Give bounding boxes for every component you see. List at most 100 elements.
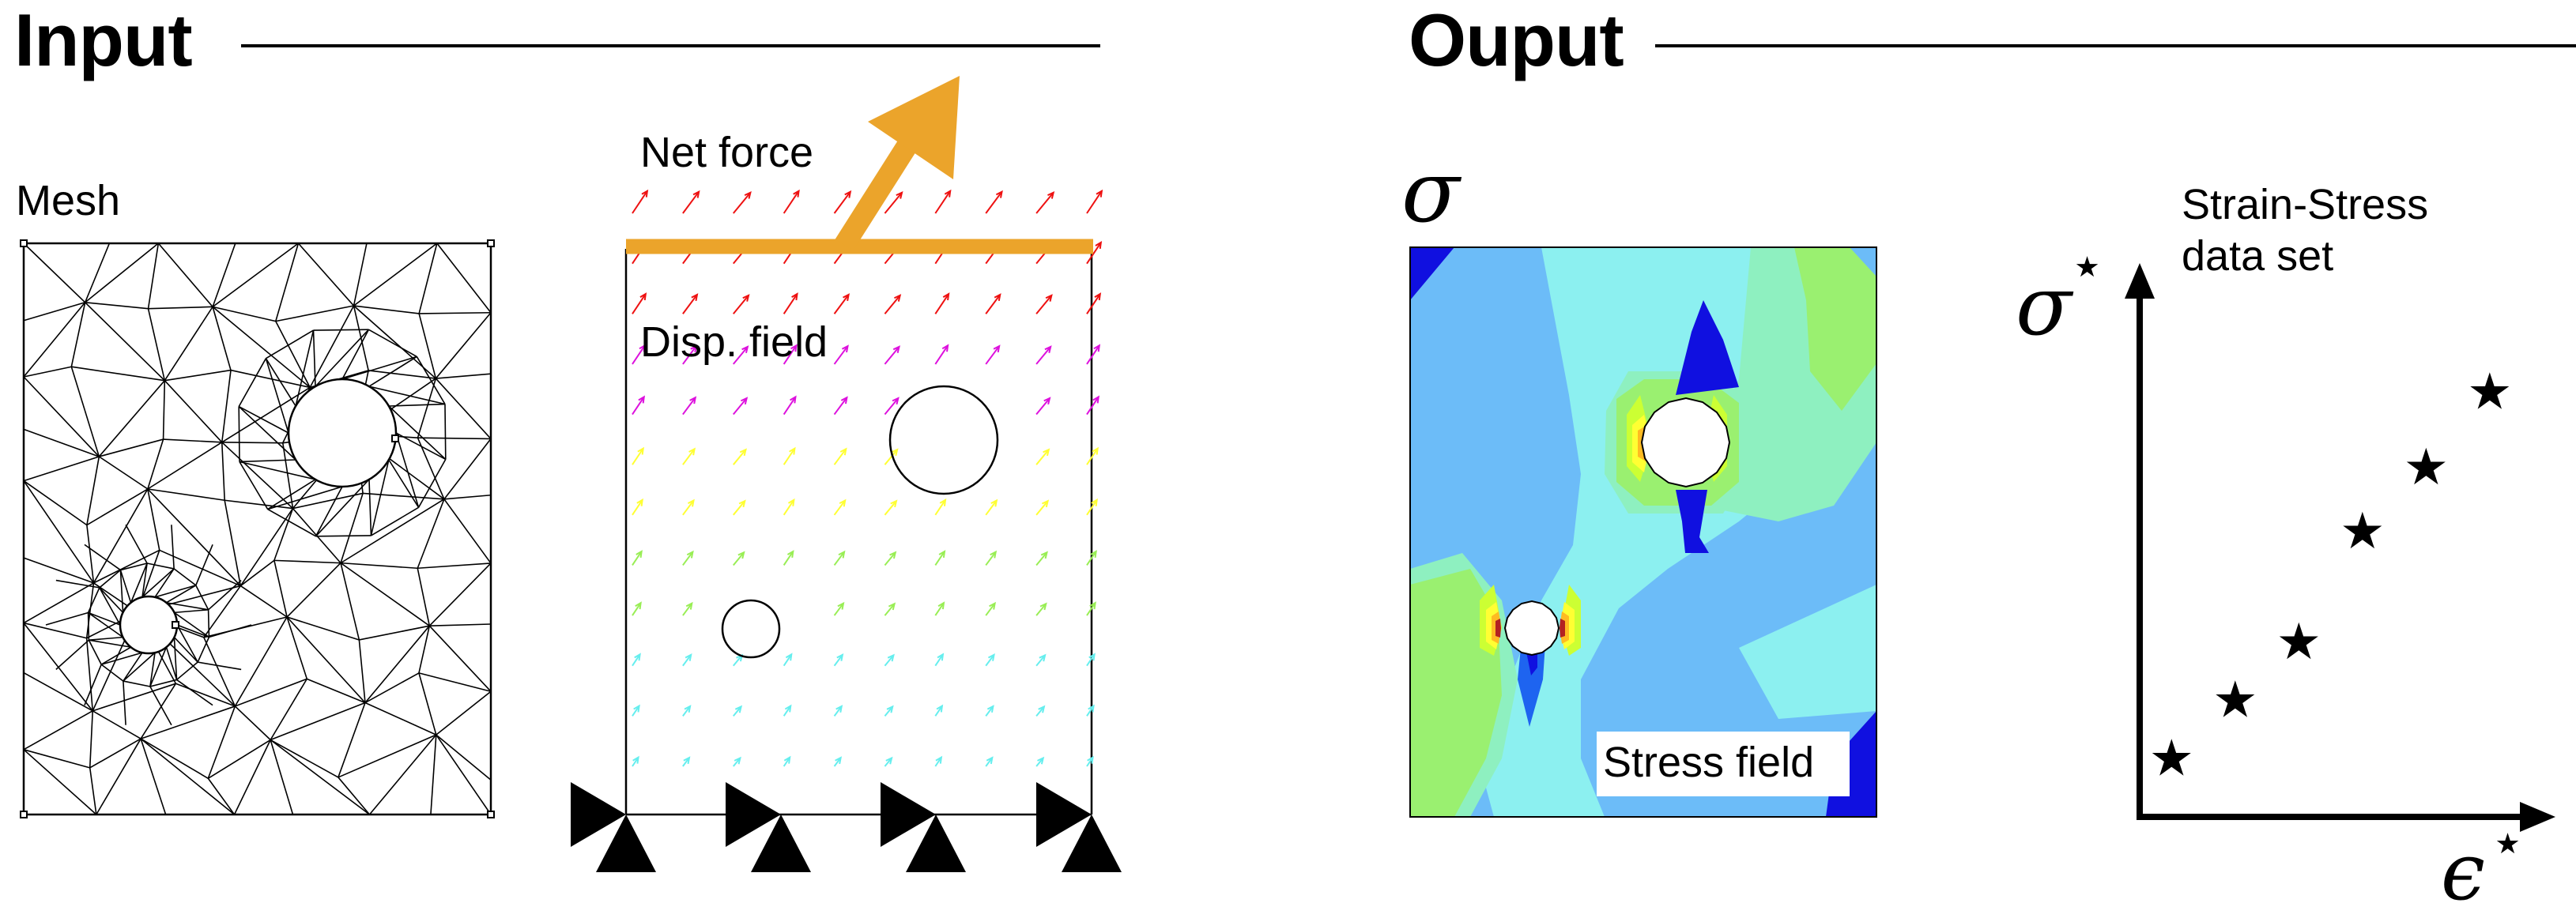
mesh-edge [368,479,372,536]
displacement-arrow [783,396,797,416]
mesh-edge [85,243,159,303]
mesh-edge [176,661,198,681]
mesh-edge [363,492,444,500]
mesh-panel [20,239,495,818]
stress-band [1495,619,1501,638]
mesh-edge [140,738,167,815]
displacement-arrow-head [691,293,699,302]
mesh-edge [368,386,446,405]
displacement-arrow-head [634,653,641,661]
mesh-edge [238,405,289,434]
mesh-edge [353,243,438,307]
displacement-arrow [934,190,952,214]
mesh-edge [23,302,85,322]
displacement-arrow [632,448,644,465]
displacement-arrow [1035,551,1048,566]
mesh-edge [371,506,419,536]
displacement-arrow-head [737,551,745,559]
displacement-arrow [632,551,643,566]
mesh-edge [286,616,360,641]
mesh-edge [89,639,131,648]
mesh-edge [96,738,141,815]
displacement-arrow-head [1094,292,1102,301]
mesh-edge [23,749,97,815]
mesh-hole-small [119,595,179,655]
roller-support [726,782,781,847]
mesh-edge [443,499,492,564]
displacement-arrow [934,344,949,365]
displacement-arrow-head [835,756,843,765]
displacement-arrow [884,192,903,214]
displacement-arrow-head [1088,704,1095,713]
mesh-edge [239,559,275,587]
displacement-arrow-head [738,499,746,508]
displacement-arrow-head [790,395,797,404]
roller-support [1036,782,1092,847]
displacement-arrow [1035,603,1047,616]
mesh-edge [270,678,307,740]
displacement-arrow [833,191,851,214]
mesh-edge [207,739,271,779]
mesh-edge [125,524,148,564]
displacement-arrow-head [892,397,900,405]
mesh-edge [149,686,172,726]
mesh-edge [340,499,445,564]
mesh-edge [416,356,446,404]
mesh-edge [419,311,492,314]
data-point-star: ★ [2467,363,2512,421]
mesh-hole-node [172,621,179,629]
mesh-edge [265,358,289,434]
mesh-edge [130,562,148,604]
disp-field-label: Disp. field [640,318,828,366]
displacement-arrow-head [786,550,794,559]
mesh-edge [388,403,446,407]
displacement-arrow [632,499,643,516]
displacement-arrow-head [986,705,994,713]
displacement-arrow [985,551,997,566]
displacement-arrow-head [836,653,844,661]
displacement-arrow [632,653,641,667]
mesh-edge [85,582,95,638]
displacement-arrow [1086,396,1099,416]
displacement-arrow-head [1091,498,1098,506]
output-heading: Ouput [1409,0,1624,81]
mesh-edge [176,624,209,638]
mesh-edge [88,611,121,626]
displacement-arrow-head [791,292,798,301]
mesh-edge [275,321,311,388]
displacement-arrow [934,602,945,616]
displacement-arrow-head [636,498,643,506]
mesh-edge [163,438,222,443]
mesh-edge [436,734,492,815]
mesh-edge [417,459,447,508]
displacement-arrow [682,603,693,616]
displacement-arrow-head [1037,756,1045,765]
mesh-edge [197,637,210,663]
mesh-edge [174,608,209,614]
mesh-edge [238,358,267,407]
mesh-edge [71,366,165,382]
displacement-arrow [884,397,900,416]
mesh-edge [147,442,223,490]
displacement-arrow-head [739,448,747,457]
mesh-edge [230,369,311,389]
mesh-edge [166,602,209,611]
mesh-corner-node [20,811,28,818]
plot-title-line-1: Strain-Stress [2182,181,2429,228]
displacement-arrow-head [993,344,1001,353]
mesh-edge [436,734,492,781]
mesh-edge [417,437,445,500]
mesh-edge [364,672,420,704]
displacement-arrow-head [1038,705,1046,713]
displacement-arrow [733,397,748,416]
displacement-arrow [1086,602,1096,616]
displacement-arrow-head [939,498,947,506]
mesh-edge [270,739,370,815]
displacement-arrows [632,189,1103,767]
mesh-edge [23,366,72,378]
displacement-arrow [1035,449,1050,465]
displacement-arrow-head [891,448,899,457]
plot-title-line-2: data set [2182,232,2334,280]
mesh-edge [140,683,177,739]
stress-band [1676,300,1739,395]
